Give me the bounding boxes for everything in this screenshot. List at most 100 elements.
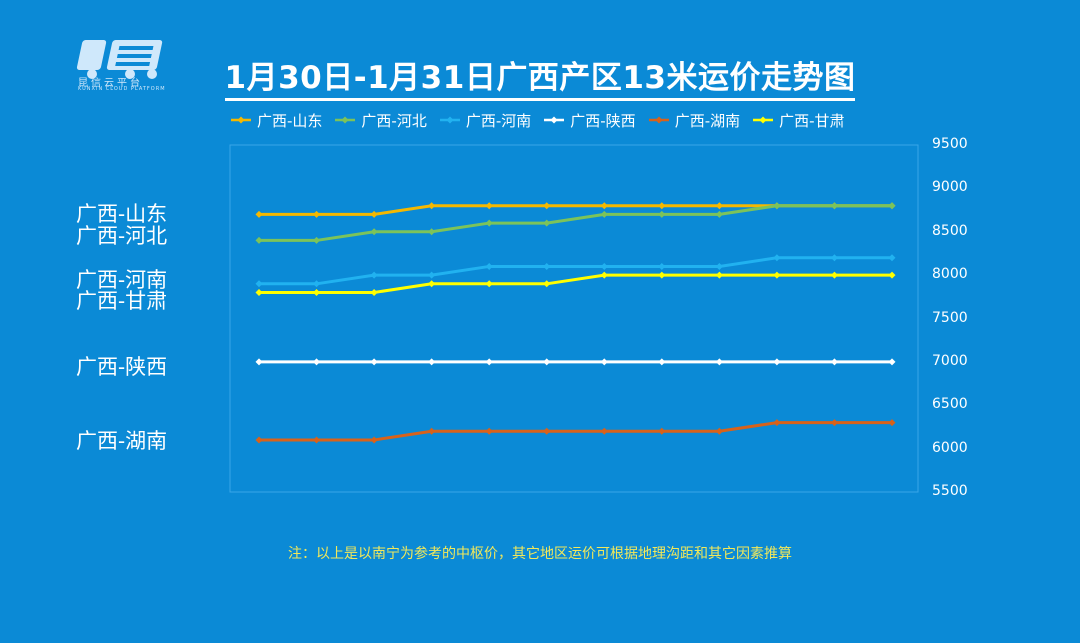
data-point xyxy=(255,288,263,296)
y-tick-label: 6500 xyxy=(932,396,968,413)
data-point xyxy=(773,202,781,210)
data-point xyxy=(255,280,263,288)
data-point xyxy=(485,262,493,270)
series-line-5 xyxy=(259,273,892,294)
data-point xyxy=(888,254,896,262)
data-point xyxy=(428,280,436,288)
legend-label: 广西-河北 xyxy=(361,111,427,130)
data-point xyxy=(600,427,608,435)
side-label-shandong: 广西-山东 xyxy=(76,202,168,226)
series-3 xyxy=(255,358,896,366)
data-point xyxy=(658,210,666,218)
side-label-henan: 广西-河南 xyxy=(76,268,168,292)
plot-area-frame xyxy=(229,144,919,493)
data-point xyxy=(255,210,263,218)
data-point xyxy=(888,271,896,279)
series-line-1 xyxy=(259,204,892,242)
series-5 xyxy=(255,271,896,296)
legend-item: 广西-河北 xyxy=(334,110,427,131)
chart-title-wrap: 1月30日-1月31日广西产区13米运价走势图 xyxy=(0,52,1080,101)
data-point xyxy=(370,358,378,366)
data-point xyxy=(428,202,436,210)
truck-logo-icon xyxy=(76,40,163,79)
legend-label: 广西-陕西 xyxy=(570,111,636,130)
data-point xyxy=(715,427,723,435)
data-point xyxy=(485,427,493,435)
series-4 xyxy=(255,419,896,444)
data-point xyxy=(715,271,723,279)
legend-swatch xyxy=(753,116,774,124)
data-point xyxy=(428,427,436,435)
side-label-hebei: 广西-河北 xyxy=(76,224,168,248)
data-point xyxy=(313,288,321,296)
y-tick-label: 8500 xyxy=(932,222,968,239)
legend-item: 广西-湖南 xyxy=(648,110,740,131)
legend-item: 广西-河南 xyxy=(439,110,531,131)
side-label-hunan: 广西-湖南 xyxy=(76,429,168,453)
data-point xyxy=(658,427,666,435)
series-1 xyxy=(255,202,896,244)
data-point xyxy=(658,202,666,210)
data-point xyxy=(715,358,723,366)
data-point xyxy=(600,358,608,366)
data-point xyxy=(313,358,321,366)
data-point xyxy=(543,219,551,227)
series-2 xyxy=(255,254,896,288)
series-line-4 xyxy=(259,421,892,442)
y-tick-label: 9500 xyxy=(932,136,968,152)
data-point xyxy=(658,271,666,279)
legend-swatch xyxy=(335,116,356,124)
data-point xyxy=(543,202,551,210)
data-point xyxy=(715,262,723,270)
side-label-shaanxi: 广西-陕西 xyxy=(76,355,168,379)
data-point xyxy=(773,358,781,366)
data-point xyxy=(255,436,263,444)
data-point xyxy=(255,236,263,244)
data-point xyxy=(370,228,378,236)
logo-subtext: KUNXIN CLOUD PLATFORM xyxy=(78,86,166,92)
chart-legend: 广西-山东 广西-河北 广西-河南 广西-陕西 广西-湖南 广西-甘肃 xyxy=(230,110,930,130)
data-point xyxy=(830,254,838,262)
data-point xyxy=(773,419,781,427)
data-point xyxy=(428,228,436,236)
legend-swatch xyxy=(544,116,565,124)
data-point xyxy=(888,419,896,427)
data-point xyxy=(830,202,838,210)
data-point xyxy=(830,358,838,366)
legend-label: 广西-甘肃 xyxy=(779,111,845,130)
data-point xyxy=(715,210,723,218)
data-point xyxy=(543,358,551,366)
legend-item: 广西-陕西 xyxy=(543,110,636,131)
data-point xyxy=(600,262,608,270)
y-tick-label: 6000 xyxy=(932,439,968,456)
y-tick-label: 9000 xyxy=(932,179,968,196)
logo-text: 昆信云平台 xyxy=(78,78,143,89)
footnote: 注：以上是以南宁为参考的中枢价，其它地区运价可根据地理沟距和其它因素推算 xyxy=(288,546,792,562)
data-point xyxy=(370,271,378,279)
side-label-gansu: 广西-甘肃 xyxy=(76,289,168,313)
data-point xyxy=(888,202,896,210)
data-point xyxy=(830,419,838,427)
data-point xyxy=(543,427,551,435)
chart-title: 1月30日-1月31日广西产区13米运价走势图 xyxy=(224,60,856,101)
data-point xyxy=(658,262,666,270)
legend-swatch xyxy=(231,116,251,124)
data-point xyxy=(485,219,493,227)
data-point xyxy=(485,280,493,288)
y-tick-label: 8000 xyxy=(932,266,968,283)
data-point xyxy=(830,271,838,279)
legend-swatch xyxy=(439,116,460,124)
data-point xyxy=(485,202,493,210)
data-point xyxy=(888,358,896,366)
data-point xyxy=(313,210,321,218)
data-point xyxy=(600,271,608,279)
legend-item: 广西-甘肃 xyxy=(752,110,845,131)
legend-label: 广西-湖南 xyxy=(674,111,741,130)
data-point xyxy=(543,262,551,270)
y-tick-label: 7000 xyxy=(932,352,968,369)
data-point xyxy=(428,271,436,279)
legend-label: 广西-山东 xyxy=(257,111,323,130)
data-point xyxy=(600,202,608,210)
y-tick-label: 5500 xyxy=(932,483,968,499)
